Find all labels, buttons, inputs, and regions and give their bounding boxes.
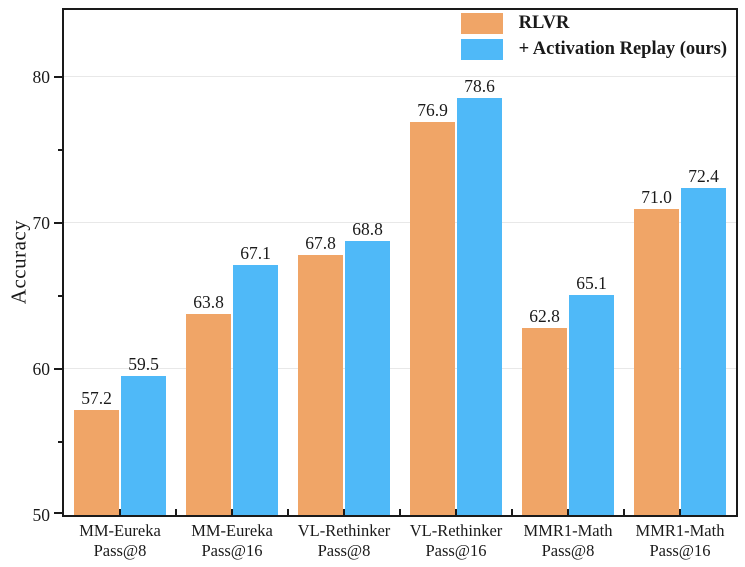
x-category-label-line: Pass@8 (317, 540, 371, 560)
bar-value-label: 78.6 (464, 75, 495, 96)
bar-value-label: 72.4 (688, 166, 719, 187)
bar (569, 294, 614, 515)
x-tick (455, 509, 457, 515)
x-category-label: VL-Rethinker Pass@8 (288, 521, 400, 560)
x-category-label-line: VL-Rethinker (297, 521, 391, 540)
legend-row: + Activation Replay (ours) (460, 39, 727, 60)
x-tick (511, 509, 513, 515)
x-category-label-line: MM-Eureka (79, 521, 161, 540)
x-category-label: MM-Eureka Pass@8 (64, 521, 176, 560)
bar (457, 97, 502, 515)
bars-layer: 57.2 59.5 63.8 67.1 67.8 68.8 76.9 78.6 62.8 65.1… (64, 10, 736, 515)
bar (74, 409, 119, 515)
x-category-label-line: Pass@8 (93, 540, 147, 560)
gridline (64, 221, 736, 224)
bar (634, 208, 679, 515)
legend-swatch (460, 39, 503, 60)
legend: RLVR + Activation Replay (ours) (460, 13, 727, 60)
bar (345, 240, 390, 515)
y-tick-label: 80 (32, 67, 51, 88)
x-category-label-line: VL-Rethinker (409, 521, 503, 540)
y-major-tick (54, 76, 62, 79)
x-category-label: MMR1-Math Pass@8 (512, 521, 624, 560)
x-tick (399, 509, 401, 515)
x-category-label: MMR1-Math Pass@16 (624, 521, 736, 560)
x-category-label-line: Pass@16 (201, 540, 263, 560)
y-major-tick (54, 512, 62, 514)
x-category-label-line: MM-Eureka (191, 521, 273, 540)
legend-swatch (460, 13, 503, 34)
bar-value-label: 67.1 (240, 243, 271, 264)
gridline (64, 75, 736, 78)
bar (298, 255, 343, 515)
legend-row: RLVR (460, 13, 727, 34)
y-major-tick (54, 368, 62, 371)
x-tick (343, 509, 345, 515)
bar-value-label: 62.8 (529, 306, 560, 327)
x-category-label: MM-Eureka Pass@16 (176, 521, 288, 560)
x-category-label-line: Pass@16 (425, 540, 487, 560)
y-tick-label: 60 (32, 359, 51, 380)
x-tick (175, 509, 177, 515)
plot-area: 57.2 59.5 63.8 67.1 67.8 68.8 76.9 78.6 62.8 65.1… (62, 8, 738, 517)
x-category-label-line: Pass@8 (541, 540, 595, 560)
bar-value-label: 71.0 (641, 186, 672, 207)
bar-value-label: 63.8 (193, 291, 224, 312)
y-major-tick (54, 222, 62, 225)
y-tick-label: 50 (32, 505, 51, 525)
x-tick (679, 509, 681, 515)
bar (121, 376, 166, 515)
y-minor-tick (58, 441, 62, 444)
x-category-label: VL-Rethinker Pass@16 (400, 521, 512, 560)
bar (186, 313, 231, 515)
bar-value-label: 59.5 (128, 354, 159, 375)
bar (522, 328, 567, 515)
bar (233, 265, 278, 515)
x-tick (119, 509, 121, 515)
legend-label: + Activation Replay (ours) (518, 39, 727, 59)
bar-value-label: 67.8 (305, 233, 336, 254)
bar-value-label: 76.9 (417, 100, 448, 121)
bar (410, 122, 455, 515)
x-category-label-line: Pass@16 (649, 540, 711, 560)
x-tick (623, 509, 625, 515)
y-minor-tick (58, 149, 62, 152)
bar (681, 188, 726, 515)
gridlines-layer (64, 10, 736, 515)
x-category-label-line: MMR1-Math (635, 521, 725, 540)
legend-label: RLVR (518, 13, 570, 33)
bar-value-label: 57.2 (81, 387, 112, 408)
x-tick (567, 509, 569, 515)
y-minor-tick (58, 295, 62, 298)
x-tick (287, 509, 289, 515)
x-tick (231, 509, 233, 515)
x-category-label-line: MMR1-Math (523, 521, 613, 540)
gridline (64, 367, 736, 370)
bar-value-label: 68.8 (352, 218, 383, 239)
bar-value-label: 65.1 (576, 272, 607, 293)
y-tick-label: 70 (32, 213, 51, 234)
